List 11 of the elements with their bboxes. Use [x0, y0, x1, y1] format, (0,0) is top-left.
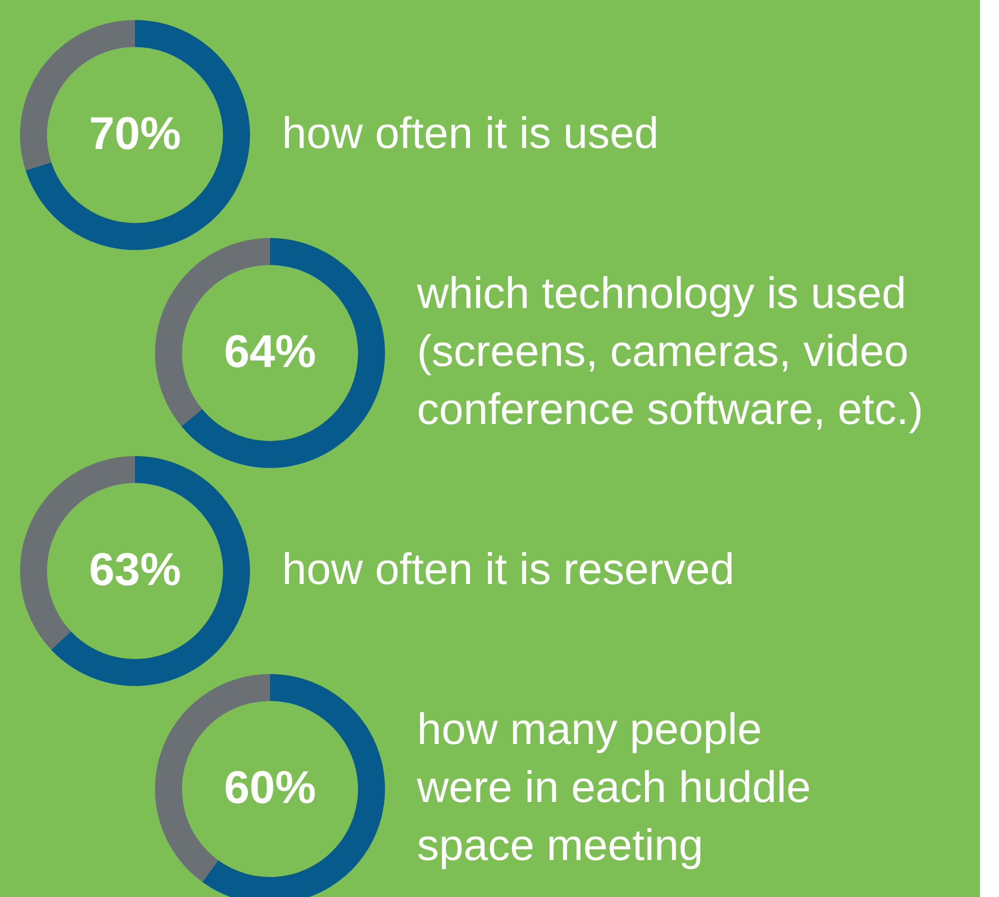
data-label: 63%	[88, 543, 182, 595]
donut-slice	[51, 456, 250, 686]
text: how often it is reserved	[282, 545, 734, 594]
text: how many people were in each huddle space meeting	[416, 705, 811, 870]
text: which technology is used (screens, cameras, video conference software, etc.)	[416, 269, 924, 434]
donut-slice	[181, 238, 385, 468]
data-label: 70%	[88, 107, 182, 159]
data-label: 64%	[224, 325, 316, 377]
data-label: 60%	[224, 761, 316, 813]
donut-slice	[26, 20, 250, 250]
text: how often it is used	[282, 109, 659, 158]
